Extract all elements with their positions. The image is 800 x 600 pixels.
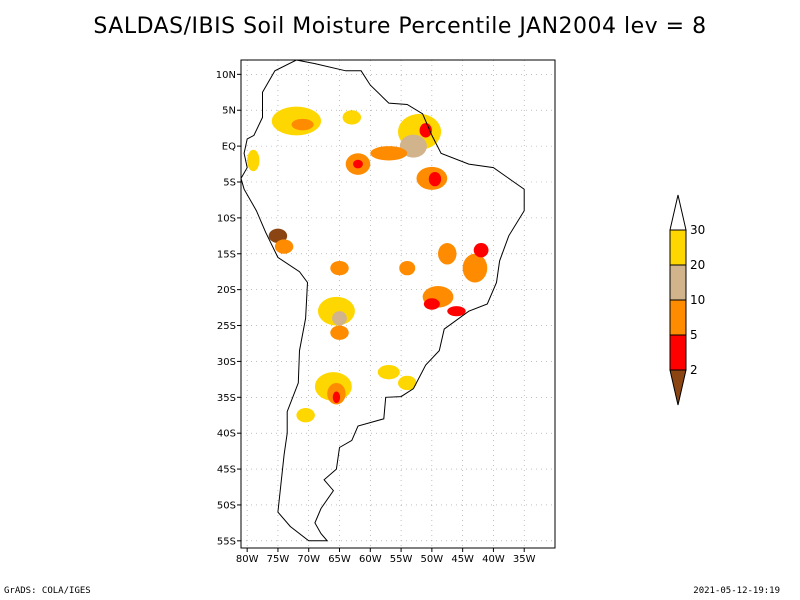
colorbar-segment-gold	[669, 229, 687, 266]
lat-tick-label: 50S	[217, 500, 236, 511]
anomaly-patch-gold	[296, 408, 315, 423]
continent-outline	[240, 59, 525, 542]
anomaly-patch-gold	[377, 365, 400, 380]
page-title: SALDAS/IBIS Soil Moisture Percentile JAN…	[93, 14, 707, 39]
colorbar-label: 20	[690, 258, 705, 272]
anomaly-patch-tan	[332, 311, 347, 326]
lat-tick-label: 35S	[217, 393, 236, 404]
map-frame	[240, 59, 556, 549]
lon-tick-label: 60W	[359, 554, 382, 565]
footer-timestamp: 2021-05-12-19:19	[693, 586, 780, 596]
lat-tick-label: 30S	[217, 357, 236, 368]
anomaly-patch-red	[353, 159, 363, 169]
anomaly-patch-red	[428, 171, 442, 187]
anomaly-patch-red	[419, 123, 432, 138]
lat-tick-label: 55S	[217, 536, 236, 547]
anomaly-patch-gold	[247, 149, 260, 172]
colorbar-label: 30	[690, 223, 705, 237]
anomaly-patch-orange	[438, 243, 457, 265]
anomaly-patch-orange	[291, 118, 314, 131]
lat-tick-label: EQ	[222, 142, 236, 153]
anomaly-patch-gold	[342, 110, 362, 125]
lat-tick-label: 5S	[223, 178, 236, 189]
anomaly-patch-gold	[398, 375, 417, 391]
colorbar-segment-orange	[669, 299, 687, 336]
anomaly-patch-brown	[268, 228, 288, 243]
lat-tick-label: 25S	[217, 321, 236, 332]
lon-tick-label: 35W	[513, 554, 536, 565]
colorbar-bottom-arrow	[669, 369, 687, 406]
footer-credit: GrADS: COLA/IGES	[4, 586, 91, 596]
anomaly-patch-orange	[274, 239, 294, 254]
lon-tick-label: 55W	[390, 554, 413, 565]
anomaly-patch-orange	[399, 260, 416, 276]
lon-tick-label: 40W	[482, 554, 505, 565]
anomaly-shading	[247, 106, 489, 423]
lat-tick-label: 40S	[217, 429, 236, 440]
lat-tick-label: 45S	[217, 465, 236, 476]
colorbar-label: 10	[690, 293, 705, 307]
lat-tick-label: 10N	[216, 70, 236, 81]
lon-tick-label: 75W	[267, 554, 290, 565]
lon-tick-label: 65W	[328, 554, 351, 565]
lat-tick-label: 20S	[217, 285, 236, 296]
lat-tick-label: 5N	[222, 106, 236, 117]
anomaly-patch-orange	[462, 253, 488, 283]
lat-tick-label: 10S	[217, 213, 236, 224]
lon-tick-label: 80W	[236, 554, 259, 565]
lon-tick-label: 50W	[421, 554, 444, 565]
coastline	[240, 59, 525, 542]
axis-ticks: 80W 75W 70W 65W 60W 55W 50W 45W 40W 35W 10N 5N EQ 5S 1…	[216, 70, 536, 565]
colorbar-segment-red	[669, 334, 687, 371]
anomaly-patch-red	[447, 306, 466, 317]
anomaly-patch-orange	[330, 260, 349, 276]
anomaly-patch-orange	[370, 146, 408, 161]
colorbar-segment-tan	[669, 264, 687, 301]
anomaly-patch-red	[332, 391, 341, 404]
lat-tick-label: 15S	[217, 249, 236, 260]
colorbar-top-arrow	[669, 194, 687, 231]
anomaly-patch-red	[423, 298, 440, 310]
anomaly-patch-orange	[330, 325, 349, 340]
anomaly-patch-red	[473, 243, 489, 258]
lon-tick-label: 45W	[451, 554, 474, 565]
colorbar-legend: 30 20 10 5 2	[669, 194, 705, 406]
colorbar-label: 5	[690, 328, 698, 342]
lon-tick-label: 70W	[297, 554, 320, 565]
colorbar-label: 2	[690, 363, 698, 377]
